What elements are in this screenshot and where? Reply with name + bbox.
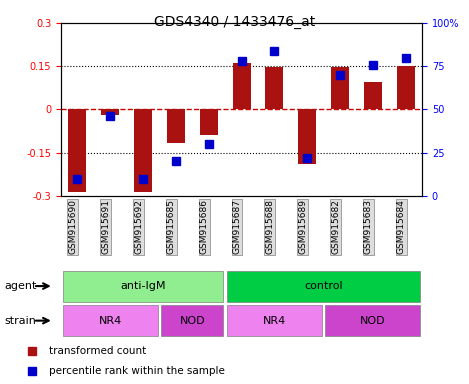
- Bar: [101, 109, 119, 115]
- Bar: [167, 109, 185, 142]
- FancyBboxPatch shape: [325, 305, 421, 336]
- Text: NR4: NR4: [98, 316, 122, 326]
- FancyBboxPatch shape: [62, 270, 223, 302]
- FancyBboxPatch shape: [227, 305, 322, 336]
- FancyBboxPatch shape: [62, 305, 158, 336]
- Bar: [331, 67, 349, 109]
- Text: GSM915690: GSM915690: [68, 200, 77, 255]
- Text: control: control: [304, 281, 343, 291]
- Text: anti-IgM: anti-IgM: [120, 281, 166, 291]
- FancyBboxPatch shape: [227, 270, 420, 302]
- Text: transformed count: transformed count: [49, 346, 146, 356]
- Text: NR4: NR4: [263, 316, 286, 326]
- Text: GSM915683: GSM915683: [364, 200, 373, 255]
- Bar: [298, 109, 316, 164]
- Text: agent: agent: [5, 281, 37, 291]
- Bar: [364, 82, 382, 109]
- Text: GSM915682: GSM915682: [331, 200, 340, 254]
- Text: GSM915692: GSM915692: [134, 200, 143, 254]
- Bar: [68, 109, 86, 192]
- Text: GSM915689: GSM915689: [298, 200, 307, 255]
- Text: GSM915685: GSM915685: [167, 200, 176, 255]
- Text: GSM915691: GSM915691: [101, 200, 110, 255]
- Bar: [200, 109, 218, 136]
- Text: percentile rank within the sample: percentile rank within the sample: [49, 366, 225, 376]
- Text: GSM915686: GSM915686: [200, 200, 209, 255]
- Text: GDS4340 / 1433476_at: GDS4340 / 1433476_at: [154, 15, 315, 29]
- FancyBboxPatch shape: [161, 305, 223, 336]
- Bar: [134, 109, 152, 192]
- Text: GSM915684: GSM915684: [397, 200, 406, 254]
- Text: NOD: NOD: [360, 316, 386, 326]
- Text: GSM915687: GSM915687: [233, 200, 242, 255]
- Bar: [265, 67, 283, 109]
- Text: GSM915688: GSM915688: [265, 200, 274, 255]
- Bar: [233, 63, 250, 109]
- Text: NOD: NOD: [180, 316, 205, 326]
- Bar: [397, 66, 415, 109]
- Text: strain: strain: [5, 316, 37, 326]
